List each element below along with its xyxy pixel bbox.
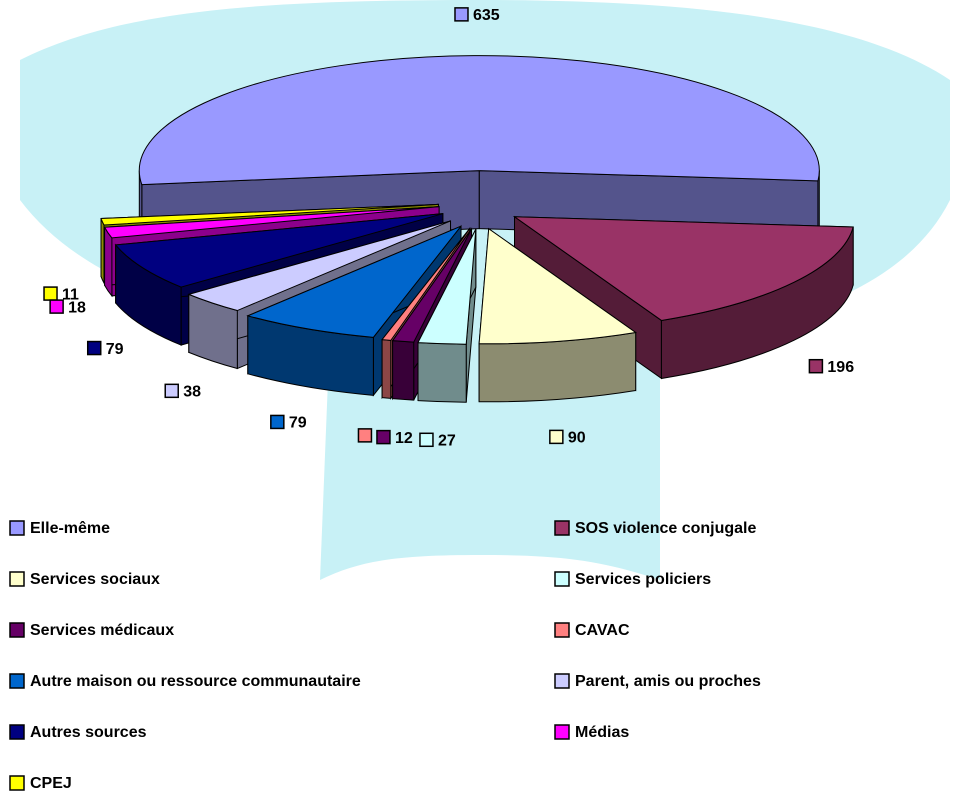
data-label: 635 xyxy=(454,7,500,24)
legend-key xyxy=(9,622,25,638)
data-label: 79 xyxy=(270,414,307,432)
legend-key xyxy=(9,724,25,740)
legend-key xyxy=(554,673,570,689)
data-label: 11 xyxy=(43,286,79,303)
data-label-text: 196 xyxy=(827,359,854,376)
label-key xyxy=(164,383,179,399)
legend-key xyxy=(9,520,25,536)
legend-label: Elle-même xyxy=(30,520,110,537)
data-label: 12 xyxy=(376,429,413,447)
data-labels: 63511187919638795901227 xyxy=(43,7,854,450)
slice-top xyxy=(381,228,471,341)
slice-wall xyxy=(392,340,415,401)
slice-wall xyxy=(104,227,113,298)
slice-top xyxy=(246,225,462,338)
legend-label: Médias xyxy=(575,724,629,741)
data-label: 27 xyxy=(419,432,456,450)
legend-key xyxy=(554,571,570,587)
label-key xyxy=(43,286,58,301)
data-label-text: 635 xyxy=(473,7,500,24)
slice-top xyxy=(417,229,477,345)
slice-wall xyxy=(417,342,467,403)
label-key xyxy=(419,432,434,448)
legend-item: Services sociaux xyxy=(9,571,160,588)
slice-top xyxy=(512,216,854,321)
legend-label: Parent, amis ou proches xyxy=(575,673,761,690)
data-label-text: 90 xyxy=(568,430,586,447)
slice-top xyxy=(138,55,820,186)
label-key xyxy=(549,429,564,445)
data-label: 196 xyxy=(808,358,854,376)
data-label: 38 xyxy=(164,383,201,401)
legend-key xyxy=(554,520,570,536)
legend-item: CAVAC xyxy=(554,622,630,639)
data-label-text: 79 xyxy=(106,341,124,358)
legend-label: Autres sources xyxy=(30,724,147,741)
slice-top xyxy=(100,203,439,226)
legend-key xyxy=(554,724,570,740)
data-label-text: 79 xyxy=(289,415,307,432)
legend-label: Services médicaux xyxy=(30,622,174,639)
data-label: 90 xyxy=(549,429,586,447)
legend-label: CPEJ xyxy=(30,775,72,791)
legend-label: Services policiers xyxy=(575,571,711,588)
slice-top xyxy=(103,206,440,239)
label-key xyxy=(270,414,285,430)
data-label-text: 38 xyxy=(183,384,201,401)
label-key xyxy=(49,299,64,314)
legend: Elle-même SOS violence conjugale Services … xyxy=(9,520,761,791)
data-label: 79 xyxy=(86,340,124,358)
legend-item: Autre maison ou ressource communautaire xyxy=(9,673,361,690)
legend-item: SOS violence conjugale xyxy=(554,520,756,537)
legend-item: Services policiers xyxy=(554,571,711,588)
legend-item: Médias xyxy=(554,724,629,741)
legend-item: Elle-même xyxy=(9,520,110,537)
slice xyxy=(417,229,477,403)
label-key xyxy=(357,428,373,443)
legend-key xyxy=(9,673,25,689)
slice-top xyxy=(391,228,472,343)
slice-wall xyxy=(100,218,105,284)
data-label-text: 11 xyxy=(62,286,79,303)
legend-item: Autres sources xyxy=(9,724,147,741)
legend-item: Services médicaux xyxy=(9,622,174,639)
data-label-text: 12 xyxy=(395,430,413,447)
label-key xyxy=(454,7,469,22)
slice-top xyxy=(187,220,451,312)
label-key xyxy=(376,429,391,445)
legend-label: Services sociaux xyxy=(30,571,160,588)
slice-top xyxy=(114,213,443,288)
data-label-text: 18 xyxy=(68,299,86,316)
slice xyxy=(478,227,637,403)
legend-label: SOS violence conjugale xyxy=(575,520,756,537)
pie xyxy=(100,55,854,403)
legend-key xyxy=(554,622,570,638)
slice-wall xyxy=(381,339,392,399)
slice-top xyxy=(478,227,637,345)
legend-label: CAVAC xyxy=(575,622,630,639)
legend-item: CPEJ xyxy=(9,775,72,791)
label-key xyxy=(86,340,102,356)
label-key xyxy=(808,358,824,374)
data-label-text: 27 xyxy=(438,433,456,450)
data-label: 18 xyxy=(49,299,86,316)
legend-item: Parent, amis ou proches xyxy=(554,673,761,690)
legend-key xyxy=(9,775,25,791)
legend-key xyxy=(9,571,25,587)
legend-label: Autre maison ou ressource communautaire xyxy=(30,673,361,690)
